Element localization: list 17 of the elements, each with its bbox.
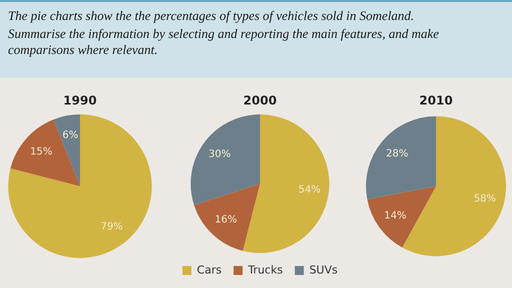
legend-label: Trucks [247,263,284,276]
data-label: 28% [386,148,408,160]
data-label: 79% [100,222,123,233]
data-label: 58% [474,193,496,204]
data-label: 15% [30,146,52,158]
data-label: 14% [384,210,406,222]
data-label: 16% [214,214,237,226]
chart-title: 2010 [419,93,453,108]
chart-title: 2000 [243,93,277,108]
legend-label: Cars [196,263,222,276]
text: The pie charts show the the percentages of types of vehicles sold in Someland. [8,8,416,24]
text: Summarise the information by selecting and reporting the main features, and make comparisons where relevant. [8,26,440,58]
chart-title: 1990 [63,93,97,108]
data-label: 54% [298,184,321,196]
legend-label: SUVs [309,263,338,276]
data-label: 6% [62,130,78,142]
data-label: 30% [208,148,231,160]
